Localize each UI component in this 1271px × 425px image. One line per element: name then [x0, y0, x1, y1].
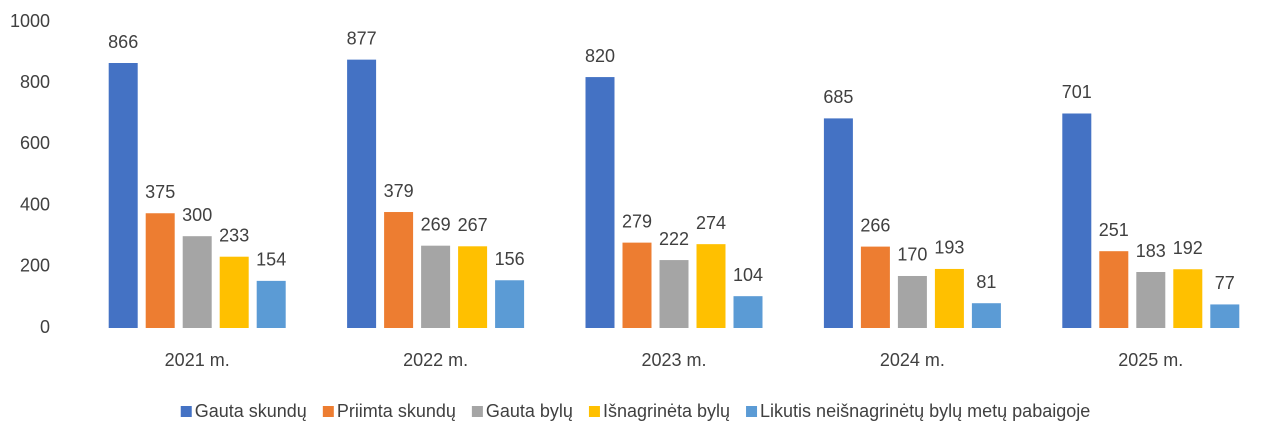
- x-tick-label: 2024 m.: [880, 350, 945, 370]
- bar: [1099, 251, 1129, 328]
- legend-label: Gauta bylų: [486, 401, 573, 421]
- bar: [495, 280, 525, 328]
- legend-label: Išnagrinėta bylų: [603, 401, 730, 421]
- bar: [733, 296, 763, 328]
- value-label: 183: [1136, 241, 1166, 261]
- value-label: 866: [108, 32, 138, 52]
- value-label: 375: [145, 182, 175, 202]
- bar: [182, 236, 212, 328]
- bar: [622, 242, 652, 328]
- value-label: 685: [823, 87, 853, 107]
- value-label: 156: [495, 249, 525, 269]
- y-tick-label: 400: [20, 194, 50, 214]
- y-tick-label: 0: [40, 317, 50, 337]
- bar: [219, 256, 249, 328]
- x-tick-label: 2021 m.: [165, 350, 230, 370]
- value-label: 279: [622, 211, 652, 231]
- value-label: 300: [182, 205, 212, 225]
- value-label: 877: [347, 28, 377, 48]
- y-tick-label: 600: [20, 133, 50, 153]
- bar: [1210, 304, 1240, 328]
- value-label: 154: [256, 250, 286, 270]
- x-tick-label: 2025 m.: [1118, 350, 1183, 370]
- bar: [1062, 113, 1092, 328]
- value-label: 274: [696, 213, 726, 233]
- bar: [145, 213, 175, 328]
- bar: [384, 212, 414, 328]
- value-label: 701: [1062, 82, 1092, 102]
- bar: [860, 246, 890, 328]
- value-label: 104: [733, 265, 763, 285]
- bar: [1136, 272, 1166, 328]
- value-label: 170: [897, 245, 927, 265]
- y-tick-label: 1000: [10, 11, 50, 31]
- bar: [823, 118, 853, 328]
- bar: [347, 59, 377, 328]
- value-label: 267: [458, 215, 488, 235]
- value-label: 820: [585, 46, 615, 66]
- y-tick-label: 200: [20, 256, 50, 276]
- legend-swatch: [471, 406, 483, 417]
- value-label: 81: [976, 272, 996, 292]
- bar: [585, 77, 615, 328]
- legend-swatch: [322, 406, 334, 417]
- legend-label: Priimta skundų: [337, 401, 456, 421]
- bar: [458, 246, 488, 328]
- value-label: 266: [860, 215, 890, 235]
- bar: [421, 245, 451, 328]
- y-tick-label: 800: [20, 72, 50, 92]
- value-label: 192: [1173, 238, 1203, 258]
- legend-swatch: [746, 406, 758, 417]
- bar: [934, 268, 964, 328]
- value-label: 222: [659, 229, 689, 249]
- value-label: 233: [219, 225, 249, 245]
- bar: [696, 244, 726, 328]
- x-tick-label: 2023 m.: [641, 350, 706, 370]
- legend-swatch: [588, 406, 600, 417]
- bar: [256, 280, 286, 328]
- x-tick-label: 2022 m.: [403, 350, 468, 370]
- bar: [659, 260, 689, 328]
- bar: [1173, 269, 1203, 328]
- value-label: 379: [384, 181, 414, 201]
- legend-label: Gauta skundų: [195, 401, 307, 421]
- value-label: 193: [934, 238, 964, 258]
- legend-swatch: [180, 406, 192, 417]
- value-label: 77: [1215, 273, 1235, 293]
- value-label: 251: [1099, 220, 1129, 240]
- bar: [971, 303, 1001, 328]
- bar: [108, 63, 138, 329]
- bar: [897, 275, 927, 328]
- legend-label: Likutis neišnagrinėtų bylų metų pabaigoj…: [760, 401, 1090, 421]
- value-label: 269: [421, 214, 451, 234]
